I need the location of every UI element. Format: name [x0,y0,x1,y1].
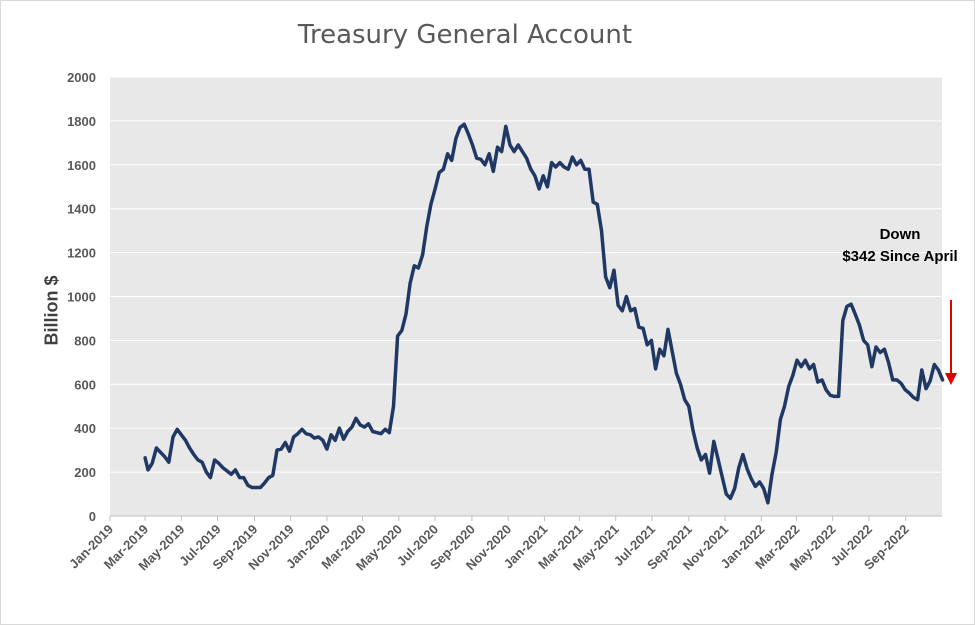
annotation-arrow [945,300,957,385]
y-tick-label: 800 [74,333,96,348]
annotation-line2: $342 Since April [842,248,958,265]
y-tick-label: 1600 [67,158,96,173]
y-axis-ticks: 0 200 400 600 800 1000 1200 1400 1600 1800 2000 [67,70,96,524]
y-tick-label: 200 [74,465,96,480]
series-line [143,122,945,505]
y-tick-label: 400 [74,421,96,436]
y-tick-label: 2000 [67,70,96,85]
series-group [143,122,945,505]
y-tick-label: 1200 [67,246,96,261]
arrow-head [945,373,957,385]
y-tick-label: 1400 [67,202,96,217]
chart-title: Treasury General Account [297,20,633,50]
annotation-line1: Down [879,226,921,243]
y-tick-label: 1800 [67,114,96,129]
y-tick-label: 1000 [67,290,96,305]
y-tick-label: 600 [74,377,96,392]
y-tick-label: 0 [89,509,96,524]
x-axis-ticks: Jan-2019Mar-2019May-2019Jul-2019Sep-2019… [66,515,942,574]
